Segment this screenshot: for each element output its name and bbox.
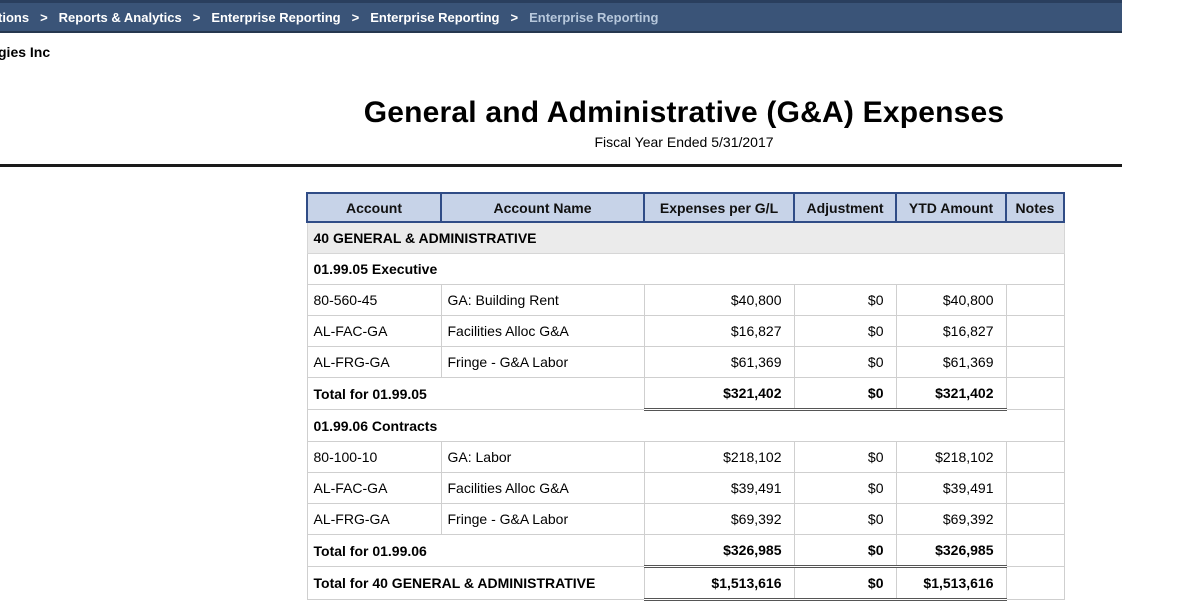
ytd-cell: $16,827 [895, 315, 1007, 347]
ytd-cell: $218,102 [895, 441, 1007, 473]
company-name: gies Inc [0, 44, 51, 60]
breadcrumb-separator: > [40, 9, 48, 25]
report-subtitle: Fiscal Year Ended 5/31/2017 [594, 134, 774, 150]
notes-cell [1005, 566, 1065, 600]
expenses-cell: $39,491 [643, 472, 795, 504]
section-label: 01.99.06 Contracts [306, 409, 1065, 442]
expense-table: Account Account Name Expenses per G/L Ad… [306, 192, 1065, 601]
total-ytd-cell: $321,402 [895, 377, 1007, 411]
column-header-notes: Notes [1005, 192, 1065, 223]
expenses-cell: $69,392 [643, 503, 795, 535]
breadcrumb-separator: > [510, 9, 519, 25]
ytd-cell: $69,392 [895, 503, 1007, 535]
ytd-cell: $40,800 [895, 284, 1007, 316]
adjustment-cell: $0 [793, 284, 897, 316]
section-label: 01.99.05 Executive [306, 253, 1065, 285]
breadcrumb-item-enterprise-reporting-1[interactable]: Enterprise Reporting [211, 9, 341, 25]
table-row: 80-560-45 GA: Building Rent $40,800 $0 $… [306, 284, 1065, 316]
breadcrumb-item-reports-analytics[interactable]: Reports & Analytics [58, 9, 182, 25]
account-cell: AL-FRG-GA [306, 503, 442, 535]
breadcrumb-item-applications[interactable]: tions [0, 9, 30, 25]
table-row: 80-100-10 GA: Labor $218,102 $0 $218,102 [306, 441, 1065, 473]
ytd-cell: $39,491 [895, 472, 1007, 504]
table-header-row: Account Account Name Expenses per G/L Ad… [306, 192, 1065, 223]
total-adjustment-cell: $0 [793, 377, 897, 411]
account-name-cell: GA: Building Rent [440, 284, 645, 316]
notes-cell [1005, 534, 1065, 567]
total-expenses-cell: $321,402 [643, 377, 795, 411]
column-header-expenses-per-gl: Expenses per G/L [643, 192, 795, 223]
column-header-adjustment: Adjustment [793, 192, 897, 223]
expenses-cell: $218,102 [643, 441, 795, 473]
grand-total-label: Total for 40 GENERAL & ADMINISTRATIVE [306, 566, 645, 600]
expenses-cell: $40,800 [643, 284, 795, 316]
account-name-cell: Facilities Alloc G&A [440, 472, 645, 504]
account-cell: 80-100-10 [306, 441, 442, 473]
section-header-row: 01.99.06 Contracts [306, 409, 1065, 442]
grand-total-row: Total for 40 GENERAL & ADMINISTRATIVE $1… [306, 566, 1065, 601]
section-header-row: 01.99.05 Executive [306, 253, 1065, 285]
breadcrumb: tions > Reports & Analytics > Enterprise… [0, 0, 1122, 33]
breadcrumb-current: Enterprise Reporting [529, 9, 659, 25]
breadcrumb-separator: > [351, 9, 360, 25]
adjustment-cell: $0 [793, 441, 897, 473]
account-cell: 80-560-45 [306, 284, 442, 316]
column-header-account-name: Account Name [440, 192, 645, 223]
account-name-cell: Facilities Alloc G&A [440, 315, 645, 347]
expenses-cell: $16,827 [643, 315, 795, 347]
total-label: Total for 01.99.06 [306, 534, 645, 567]
report-title: General and Administrative (G&A) Expense… [363, 96, 1005, 129]
table-row: AL-FRG-GA Fringe - G&A Labor $69,392 $0 … [306, 503, 1065, 535]
breadcrumb-item-enterprise-reporting-2[interactable]: Enterprise Reporting [370, 9, 500, 25]
column-header-account: Account [306, 192, 442, 223]
table-row: AL-FAC-GA Facilities Alloc G&A $39,491 $… [306, 472, 1065, 504]
expenses-cell: $61,369 [643, 346, 795, 378]
account-name-cell: Fringe - G&A Labor [440, 346, 645, 378]
total-label: Total for 01.99.05 [306, 377, 645, 410]
group-row: 40 GENERAL & ADMINISTRATIVE [306, 221, 1065, 254]
total-ytd-cell: $326,985 [895, 534, 1007, 568]
notes-cell [1005, 377, 1065, 410]
adjustment-cell: $0 [793, 346, 897, 378]
account-cell: AL-FAC-GA [306, 472, 442, 504]
account-cell: AL-FAC-GA [306, 315, 442, 347]
adjustment-cell: $0 [793, 472, 897, 504]
grand-total-expenses-cell: $1,513,616 [643, 566, 795, 601]
header-divider [0, 164, 1122, 167]
adjustment-cell: $0 [793, 503, 897, 535]
notes-cell[interactable] [1005, 315, 1065, 347]
grand-total-ytd-cell: $1,513,616 [895, 566, 1007, 601]
group-label: 40 GENERAL & ADMINISTRATIVE [306, 221, 1065, 254]
notes-cell[interactable] [1005, 503, 1065, 535]
total-adjustment-cell: $0 [793, 534, 897, 568]
notes-cell[interactable] [1005, 346, 1065, 378]
notes-cell[interactable] [1005, 284, 1065, 316]
account-cell: AL-FRG-GA [306, 346, 442, 378]
section-total-row: Total for 01.99.05 $321,402 $0 $321,402 [306, 377, 1065, 411]
grand-total-adjustment-cell: $0 [793, 566, 897, 601]
table-row: AL-FAC-GA Facilities Alloc G&A $16,827 $… [306, 315, 1065, 347]
section-total-row: Total for 01.99.06 $326,985 $0 $326,985 [306, 534, 1065, 568]
breadcrumb-separator: > [192, 9, 201, 25]
notes-cell[interactable] [1005, 441, 1065, 473]
column-header-ytd-amount: YTD Amount [895, 192, 1007, 223]
adjustment-cell: $0 [793, 315, 897, 347]
notes-cell[interactable] [1005, 472, 1065, 504]
ytd-cell: $61,369 [895, 346, 1007, 378]
account-name-cell: GA: Labor [440, 441, 645, 473]
total-expenses-cell: $326,985 [643, 534, 795, 568]
table-row: AL-FRG-GA Fringe - G&A Labor $61,369 $0 … [306, 346, 1065, 378]
account-name-cell: Fringe - G&A Labor [440, 503, 645, 535]
